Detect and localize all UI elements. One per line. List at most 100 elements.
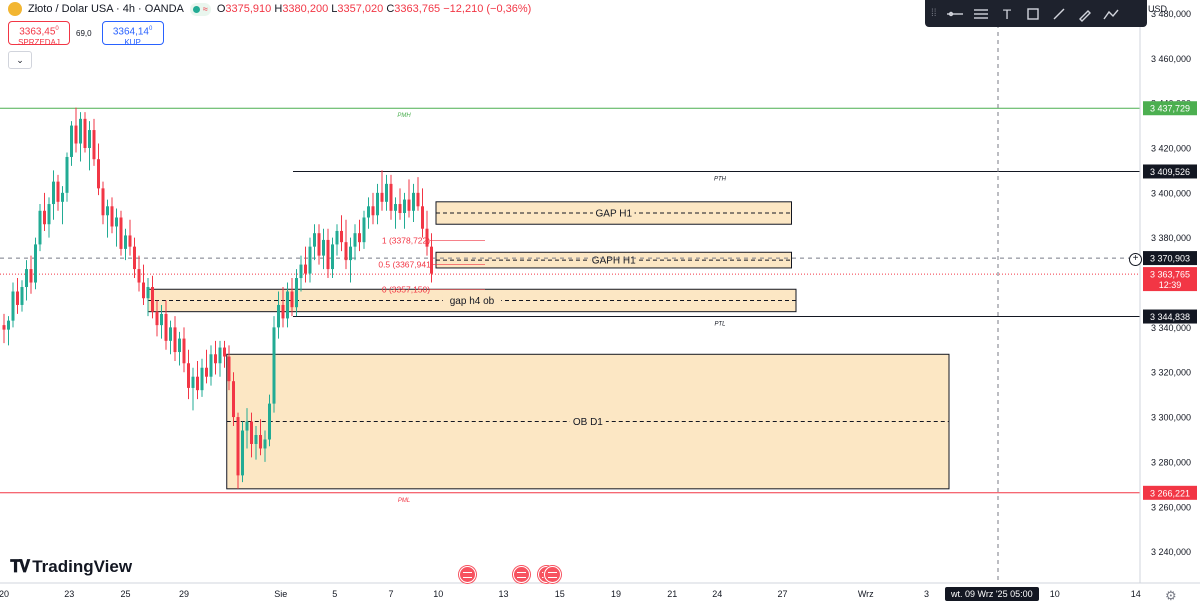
- candle-body: [317, 233, 321, 256]
- text-icon[interactable]: T: [1002, 5, 1012, 22]
- brush-icon[interactable]: [1073, 3, 1097, 25]
- level-price-tag-label: 3 344,838: [1150, 312, 1190, 322]
- price-tick-label: 3 420,000: [1151, 143, 1191, 153]
- currency-label[interactable]: USD: [1148, 4, 1168, 14]
- trendline-icon[interactable]: [1047, 3, 1071, 25]
- horizontal-line-icon[interactable]: [943, 3, 967, 25]
- candle-body: [232, 381, 235, 418]
- candle-body: [349, 246, 352, 261]
- candle-body: [362, 217, 366, 243]
- price-tick-label: 3 340,000: [1151, 323, 1191, 333]
- candle-body: [11, 291, 15, 321]
- candle-body: [241, 430, 244, 476]
- candle-body: [83, 118, 87, 148]
- candle-timer-label: 12:39: [1159, 280, 1182, 290]
- gold-symbol-icon[interactable]: [8, 2, 22, 16]
- settings-gear-icon[interactable]: ⚙: [1165, 588, 1177, 603]
- price-tick-label: 3 260,000: [1151, 502, 1191, 512]
- candle-body: [106, 206, 109, 216]
- zone-label-bg: [592, 207, 635, 220]
- candle-body: [209, 354, 213, 377]
- candle-body: [259, 435, 262, 449]
- candle-body: [218, 347, 222, 364]
- candle-body: [137, 269, 141, 283]
- level-label: PML: [398, 498, 410, 504]
- us-flag-event-icon[interactable]: [513, 566, 530, 583]
- time-tick-label: 13: [498, 589, 508, 599]
- candle-body: [250, 421, 253, 444]
- candle-body: [92, 130, 96, 160]
- time-tick-label: 14: [1131, 589, 1141, 599]
- candle-body: [97, 159, 100, 189]
- candle-body: [353, 233, 357, 247]
- us-flag-event-icon[interactable]: [459, 566, 476, 583]
- time-tick-label: Wrz: [858, 589, 874, 599]
- candle-body: [187, 363, 190, 388]
- level-label: PTL: [714, 322, 725, 328]
- ohlc-values: O3375,910 H3380,200 L3357,020 C3363,765 …: [216, 3, 532, 15]
- candle-body: [182, 338, 186, 364]
- candle-body: [304, 264, 307, 274]
- spread-value: 69,0: [76, 28, 92, 38]
- time-tick-label: 3: [924, 589, 929, 599]
- time-tick-label: 23: [64, 589, 74, 599]
- candle-body: [200, 367, 204, 391]
- grip-icon[interactable]: ⁞⁞: [931, 8, 937, 19]
- candle-body: [205, 367, 208, 377]
- candle-body: [425, 228, 429, 247]
- candle-body: [322, 239, 325, 256]
- level-price-tag-label: 3 266,221: [1150, 488, 1190, 498]
- drawing-toolbar: ⁞⁞ T: [925, 0, 1147, 27]
- path-icon[interactable]: [1099, 3, 1123, 25]
- candle-body: [263, 439, 267, 449]
- candle-body: [20, 287, 24, 305]
- time-tick-label: 15: [555, 589, 565, 599]
- candle-body: [281, 304, 285, 319]
- candle-body: [101, 188, 105, 216]
- price-tick-label: 3 300,000: [1151, 413, 1191, 423]
- candle-body: [115, 217, 118, 227]
- candle-body: [403, 199, 406, 214]
- zone-label-bg: [569, 415, 606, 428]
- price-tick-label: 3 280,000: [1151, 457, 1191, 467]
- candle-body: [16, 291, 19, 305]
- level-price-tag: [1143, 101, 1197, 116]
- chevron-down-icon[interactable]: ⌄: [8, 51, 32, 69]
- candle-body: [277, 304, 280, 328]
- zone-label-bg: [590, 254, 638, 267]
- candle-body: [7, 320, 10, 330]
- crosshair-date-badge: wt. 09 Wrz '25 05:00: [945, 587, 1039, 601]
- levels-layer: PMH PTH PTL PML: [0, 0, 1140, 583]
- candle-body: [214, 354, 217, 364]
- sell-button[interactable]: 3363,450 SPRZEDAJ: [8, 21, 70, 47]
- candle-body: [146, 287, 150, 299]
- level-label: PTH: [714, 176, 727, 182]
- candle-body: [124, 235, 127, 249]
- us-flag-event-icon[interactable]: [544, 566, 561, 583]
- candle-body: [74, 125, 78, 144]
- candle-body: [47, 204, 51, 225]
- market-status-pill[interactable]: ≈: [189, 2, 211, 16]
- candle-body: [290, 291, 294, 308]
- text-lines-icon[interactable]: [969, 3, 993, 25]
- candle-body: [151, 287, 154, 312]
- candle-body: [65, 156, 69, 193]
- trade-panel: 3363,450 SPRZEDAJ 69,0 3364,140 KUP: [8, 21, 164, 47]
- zone-label: gap h4 ob: [450, 296, 495, 307]
- market-open-dot-icon: [192, 5, 200, 13]
- zone-label: GAPH H1: [592, 256, 636, 267]
- add-alert-icon[interactable]: +: [1129, 253, 1142, 266]
- price-tick-label: 3 480,000: [1151, 9, 1191, 19]
- buy-button[interactable]: 3364,140 KUP: [101, 21, 164, 47]
- candle-body: [268, 403, 271, 440]
- candle-body: [223, 347, 226, 357]
- candle-body: [29, 269, 33, 283]
- level-price-tag-label: 3 409,526: [1150, 167, 1190, 177]
- time-tick-label: 21: [667, 589, 677, 599]
- candle-body: [313, 233, 316, 247]
- current-price-tag: [1143, 267, 1197, 292]
- symbol-title[interactable]: Złoto / Dolar USA · 4h · OANDA: [28, 3, 184, 15]
- tradingview-logo: 𝐓𝐕 TradingView: [10, 557, 133, 576]
- rectangle-icon[interactable]: [1021, 3, 1045, 25]
